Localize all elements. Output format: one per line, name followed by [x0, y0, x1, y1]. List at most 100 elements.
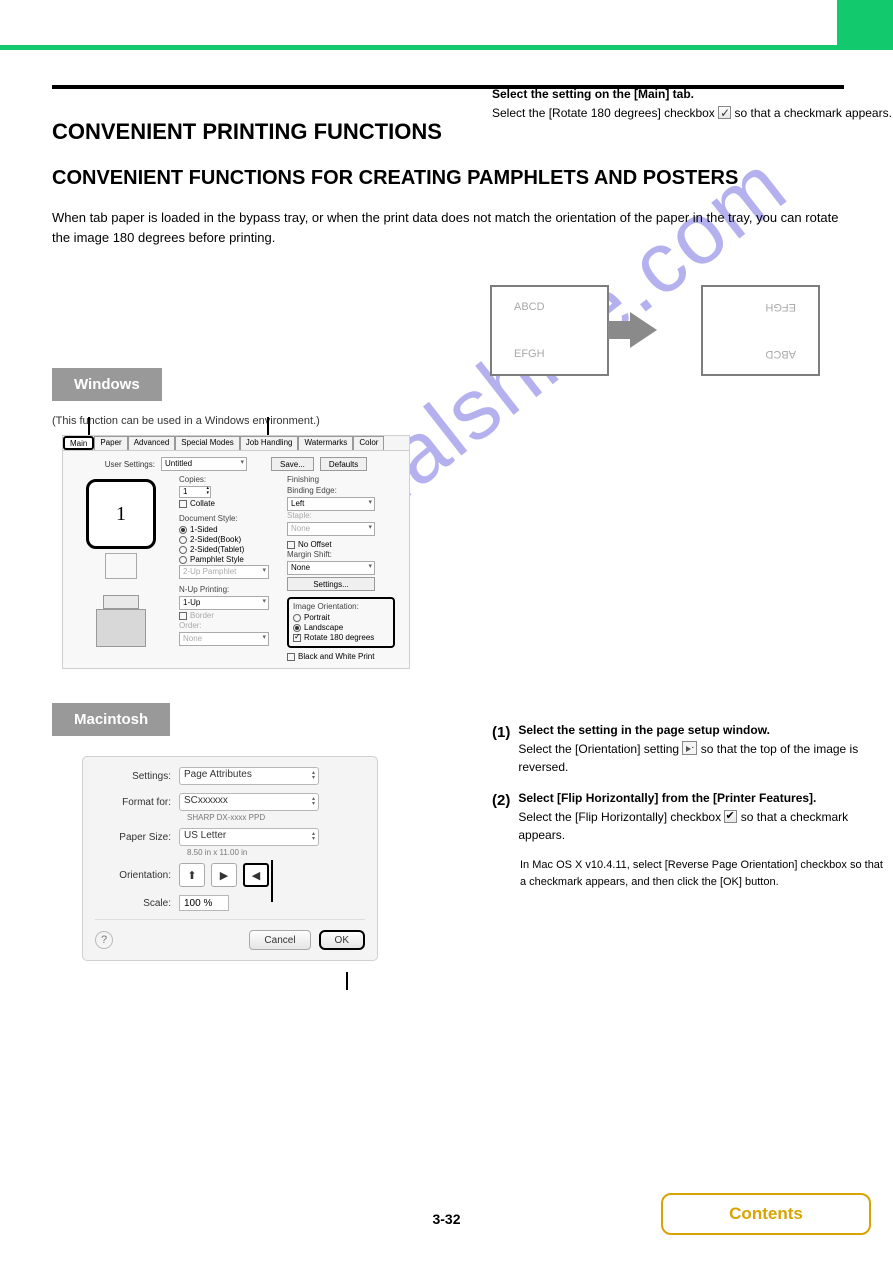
printer-icon: [91, 587, 151, 647]
scale-label: Scale:: [95, 898, 179, 909]
windows-label: Windows: [52, 368, 162, 401]
tab-main[interactable]: Main: [63, 436, 94, 450]
windows-note: (This function can be used in a Windows …: [52, 415, 844, 427]
order-select[interactable]: None: [179, 632, 269, 646]
rotate-checkbox[interactable]: [293, 634, 301, 642]
order-label: Order:: [179, 621, 279, 630]
staple-select[interactable]: None: [287, 522, 375, 536]
label-2sided-book: 2-Sided(Book): [190, 535, 241, 544]
format-label: Format for:: [95, 797, 179, 808]
step-title: Select [Flip Horizontally] from the [Pri…: [518, 791, 816, 805]
intro-paragraph: When tab paper is loaded in the bypass t…: [52, 208, 844, 248]
collate-checkbox[interactable]: [179, 500, 187, 508]
radio-pamphlet[interactable]: [179, 556, 187, 564]
margin-shift-select[interactable]: None: [287, 561, 375, 575]
page-before: ABCD EFGH: [490, 285, 609, 376]
binding-edge-select[interactable]: Left: [287, 497, 375, 511]
save-button[interactable]: Save...: [271, 457, 314, 471]
paper-size-label: Paper Size:: [95, 832, 179, 843]
paper-sublabel: 8.50 in x 11.00 in: [187, 848, 365, 857]
step-text-2: so that a checkmark: [735, 106, 842, 120]
label-portrait: Portrait: [304, 613, 330, 622]
dialog-tabs: Main Paper Advanced Special Modes Job Ha…: [63, 436, 409, 450]
page-preview: 1: [86, 479, 156, 549]
scale-input[interactable]: [179, 895, 229, 911]
image-orientation-label: Image Orientation:: [293, 602, 389, 611]
orient-portrait-button[interactable]: ⬆: [179, 863, 205, 887]
margin-shift-label: Margin Shift:: [287, 550, 395, 559]
text-bottom: EFGH: [514, 348, 585, 360]
orient-reverse-button[interactable]: ◀: [243, 863, 269, 887]
staple-label: Staple:: [287, 511, 395, 520]
copies-input[interactable]: 1: [179, 486, 211, 498]
orientation-callout: Image Orientation: Portrait Landscape Ro…: [287, 597, 395, 648]
contents-button[interactable]: Contents: [661, 1193, 871, 1235]
nup-label: N-Up Printing:: [179, 585, 279, 594]
macintosh-label: Macintosh: [52, 703, 170, 736]
settings-label: Settings:: [95, 771, 179, 782]
settings-button[interactable]: Settings...: [287, 577, 375, 591]
radio-portrait[interactable]: [293, 614, 301, 622]
mini-preview: [105, 553, 137, 579]
format-select[interactable]: SCxxxxxx: [179, 793, 319, 811]
callout-line: [346, 972, 348, 990]
tab-special-modes[interactable]: Special Modes: [175, 436, 239, 450]
label-1sided: 1-Sided: [190, 525, 218, 534]
tab-job-handling[interactable]: Job Handling: [240, 436, 299, 450]
step-text: Select the [Rotate 180 degrees] checkbox: [492, 106, 715, 120]
label-pamphlet: Pamphlet Style: [190, 555, 244, 564]
callout-line: [88, 417, 90, 435]
step-title: Select the setting on the [Main] tab.: [492, 87, 694, 101]
orientation-label: Orientation:: [95, 870, 179, 881]
format-sublabel: SHARP DX-xxxx PPD: [187, 813, 365, 822]
tab-advanced[interactable]: Advanced: [128, 436, 176, 450]
orient-landscape-button[interactable]: ▶: [211, 863, 237, 887]
binding-edge-label: Binding Edge:: [287, 486, 395, 495]
mac-note: In Mac OS X v10.4.11, select [Reverse Pa…: [492, 857, 892, 891]
step-number: (2): [492, 789, 510, 845]
border-label: Border: [190, 611, 214, 620]
step-title: Select the setting in the page setup win…: [518, 723, 770, 737]
radio-2sided-tablet[interactable]: [179, 546, 187, 554]
user-settings-select[interactable]: Untitled: [161, 457, 247, 471]
step-text: Select the [Orientation] setting: [518, 742, 679, 756]
bw-label: Black and White Print: [298, 652, 374, 661]
label-2sided-tablet: 2-Sided(Tablet): [190, 545, 244, 554]
step-text: Select the [Flip Horizontally] checkbox: [518, 810, 721, 824]
border-checkbox[interactable]: [179, 612, 187, 620]
page-after: EFGH ABCD: [701, 285, 820, 376]
step-text-2: so that a checkmark: [741, 810, 848, 824]
ok-button[interactable]: OK: [319, 930, 365, 950]
checkbox-icon: [724, 810, 737, 823]
windows-print-dialog: Main Paper Advanced Special Modes Job Ha…: [62, 435, 410, 669]
rotate-label: Rotate 180 degrees: [304, 633, 374, 642]
text-bottom: ABCD: [725, 348, 796, 360]
text-top: EFGH: [725, 301, 796, 313]
rotation-illustration: ABCD EFGH EFGH ABCD: [490, 285, 820, 376]
radio-2sided-book[interactable]: [179, 536, 187, 544]
mac-page-setup-dialog: Settings: Page Attributes Format for: SC…: [82, 756, 378, 961]
no-offset-label: No Offset: [298, 540, 332, 549]
radio-1sided[interactable]: [179, 526, 187, 534]
tab-watermarks[interactable]: Watermarks: [298, 436, 353, 450]
radio-landscape[interactable]: [293, 624, 301, 632]
mac-step-1: (1) Select the setting in the page setup…: [492, 721, 892, 777]
step-text-3: appears.: [845, 106, 892, 120]
help-button[interactable]: ?: [95, 931, 113, 949]
tab-color[interactable]: Color: [353, 436, 384, 450]
tab-paper[interactable]: Paper: [94, 436, 127, 450]
step-text-3: appears.: [518, 828, 565, 842]
no-offset-checkbox[interactable]: [287, 541, 295, 549]
section-heading: CONVENIENT FUNCTIONS FOR CREATING PAMPHL…: [52, 167, 844, 190]
windows-instruction: Select the setting on the [Main] tab. Se…: [492, 85, 892, 122]
mac-step-2: (2) Select [Flip Horizontally] from the …: [492, 789, 892, 845]
defaults-button[interactable]: Defaults: [320, 457, 367, 471]
nup-select[interactable]: 1-Up: [179, 596, 269, 610]
label-landscape: Landscape: [304, 623, 343, 632]
collate-label: Collate: [190, 499, 215, 508]
bw-checkbox[interactable]: [287, 653, 295, 661]
paper-size-select[interactable]: US Letter: [179, 828, 319, 846]
cancel-button[interactable]: Cancel: [249, 930, 310, 950]
pamphlet-select[interactable]: 2-Up Pamphlet: [179, 565, 269, 579]
settings-select[interactable]: Page Attributes: [179, 767, 319, 785]
